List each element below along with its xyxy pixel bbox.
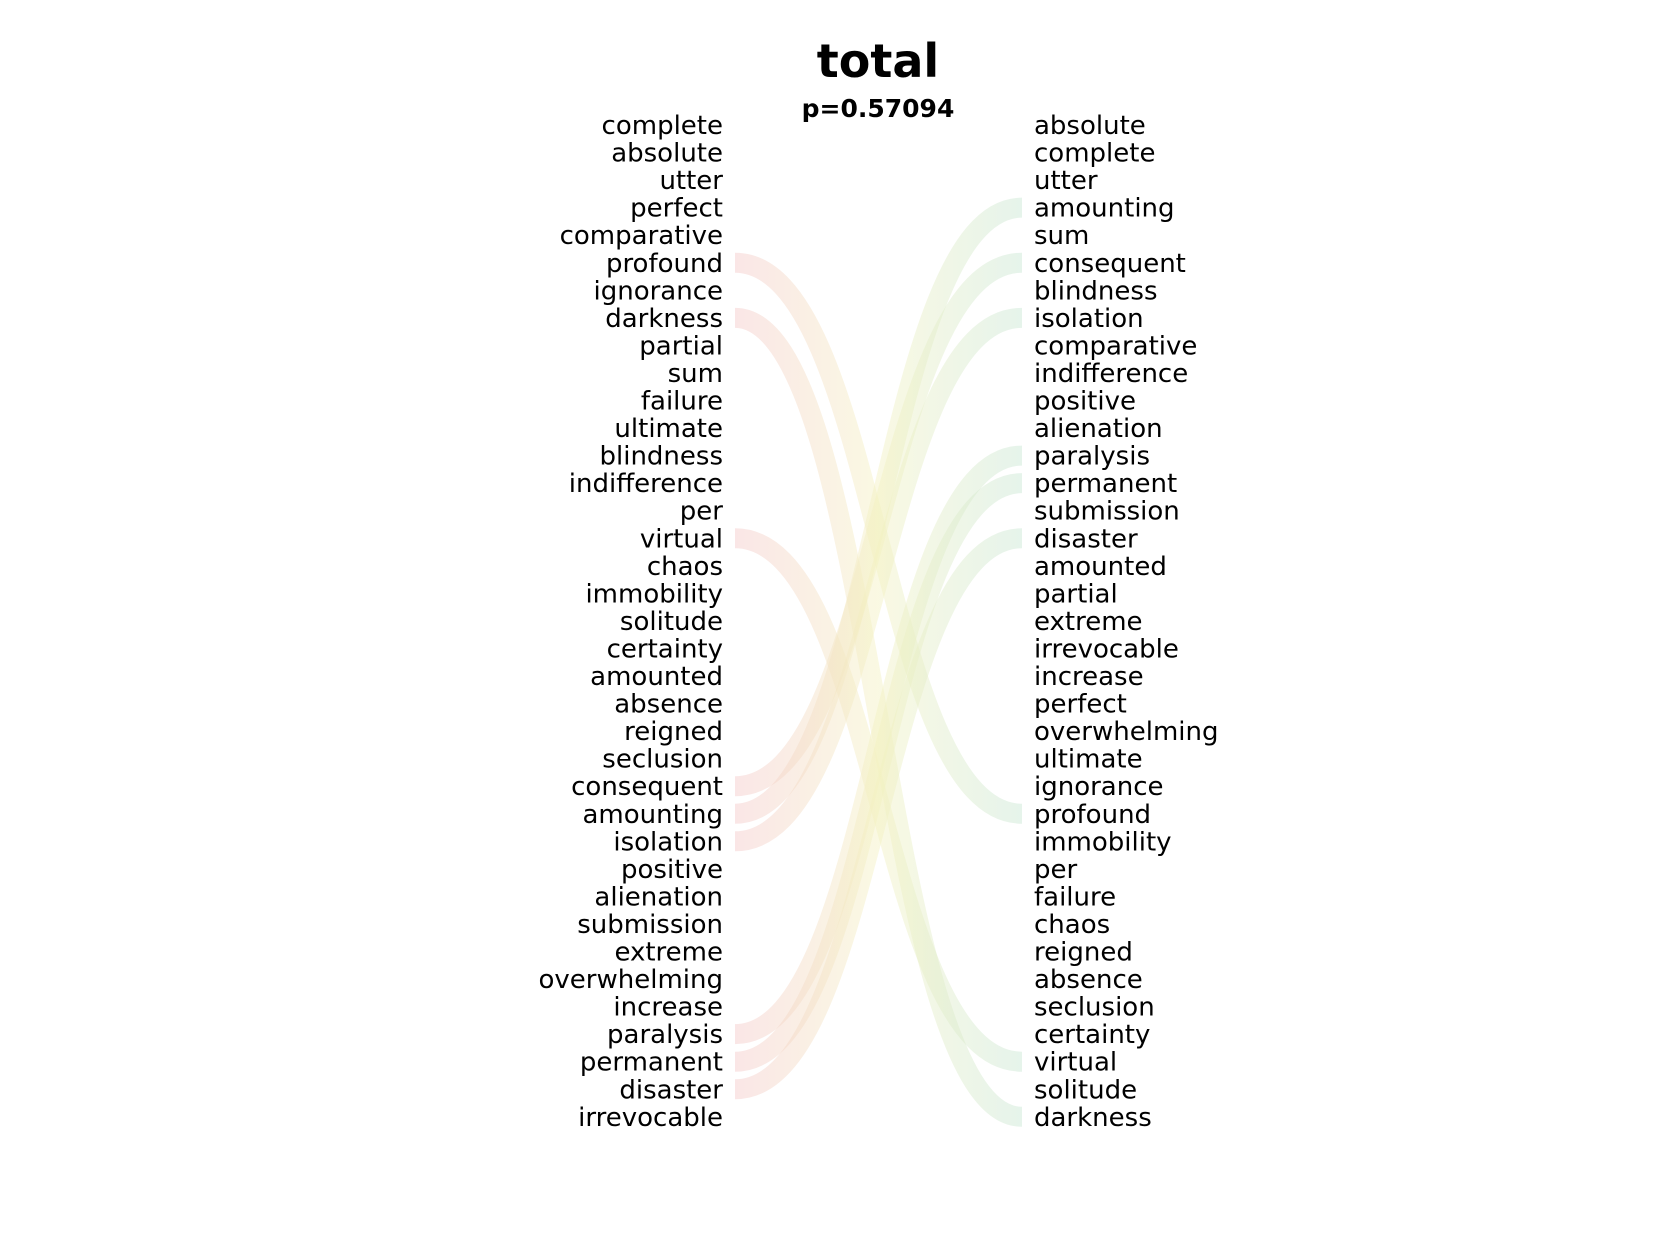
left-word-utter: utter	[659, 166, 723, 196]
link-amounting	[733, 197, 1024, 824]
left-word-darkness: darkness	[605, 304, 723, 334]
left-word-submission: submission	[577, 910, 723, 940]
right-word-blindness: blindness	[1034, 276, 1158, 306]
right-word-absolute: absolute	[1034, 111, 1146, 141]
link-disaster	[734, 528, 1023, 1100]
right-word-indifference: indifference	[1034, 359, 1188, 389]
right-word-failure: failure	[1034, 882, 1116, 912]
right-word-column: absolutecompleteutteramountingsumconsequ…	[1034, 111, 1218, 1133]
left-word-indifference: indifference	[569, 469, 723, 499]
left-word-consequent: consequent	[571, 772, 723, 802]
right-word-disaster: disaster	[1034, 524, 1138, 554]
left-word-solitude: solitude	[620, 607, 723, 637]
left-word-amounting: amounting	[582, 800, 723, 830]
left-word-sum: sum	[668, 359, 723, 389]
right-word-positive: positive	[1034, 387, 1136, 417]
left-word-ignorance: ignorance	[593, 276, 723, 306]
left-word-perfect: perfect	[630, 194, 723, 224]
right-word-utter: utter	[1034, 166, 1098, 196]
right-word-comparative: comparative	[1034, 331, 1197, 361]
right-word-absence: absence	[1034, 965, 1143, 995]
right-word-sum: sum	[1034, 221, 1089, 251]
right-word-darkness: darkness	[1034, 1103, 1152, 1133]
right-word-certainty: certainty	[1034, 1020, 1150, 1050]
left-word-reigned: reigned	[624, 717, 723, 747]
right-word-submission: submission	[1034, 497, 1180, 527]
right-word-ultimate: ultimate	[1034, 745, 1143, 775]
left-word-disaster: disaster	[619, 1075, 723, 1105]
right-word-seclusion: seclusion	[1034, 993, 1155, 1023]
left-word-profound: profound	[606, 249, 723, 279]
right-word-consequent: consequent	[1034, 249, 1186, 279]
left-word-failure: failure	[641, 387, 723, 417]
left-word-comparative: comparative	[560, 221, 723, 251]
right-word-increase: increase	[1034, 662, 1144, 692]
rank-links	[733, 197, 1024, 1127]
right-word-extreme: extreme	[1034, 607, 1143, 637]
left-word-column: completeabsoluteutterperfectcomparativep…	[539, 111, 724, 1133]
right-word-alienation: alienation	[1034, 414, 1163, 444]
left-word-positive: positive	[621, 855, 723, 885]
right-word-amounting: amounting	[1034, 194, 1175, 224]
left-word-overwhelming: overwhelming	[539, 965, 723, 995]
right-word-amounted: amounted	[1034, 552, 1167, 582]
left-word-irrevocable: irrevocable	[578, 1103, 723, 1133]
left-word-isolation: isolation	[613, 827, 723, 857]
link-isolation	[734, 307, 1023, 852]
left-word-per: per	[680, 497, 724, 527]
right-word-isolation: isolation	[1034, 304, 1144, 334]
right-word-immobility: immobility	[1034, 827, 1172, 857]
left-word-amounted: amounted	[590, 662, 723, 692]
left-word-alienation: alienation	[594, 882, 723, 912]
diagram-title: total	[817, 34, 939, 88]
left-word-complete: complete	[602, 111, 723, 141]
right-word-ignorance: ignorance	[1034, 772, 1164, 802]
left-word-certainty: certainty	[607, 634, 723, 664]
right-word-overwhelming: overwhelming	[1034, 717, 1218, 747]
diagram-subtitle: p=0.57094	[802, 94, 955, 123]
left-word-seclusion: seclusion	[602, 745, 723, 775]
right-word-partial: partial	[1034, 579, 1118, 609]
right-word-chaos: chaos	[1034, 910, 1110, 940]
left-word-permanent: permanent	[580, 1048, 723, 1078]
left-word-increase: increase	[613, 993, 723, 1023]
right-word-permanent: permanent	[1034, 469, 1177, 499]
left-word-paralysis: paralysis	[607, 1020, 723, 1050]
right-word-virtual: virtual	[1034, 1048, 1117, 1078]
right-word-perfect: perfect	[1034, 690, 1127, 720]
left-word-chaos: chaos	[647, 552, 723, 582]
right-word-solitude: solitude	[1034, 1075, 1137, 1105]
left-word-virtual: virtual	[640, 524, 723, 554]
left-word-absence: absence	[614, 690, 723, 720]
left-word-partial: partial	[639, 331, 723, 361]
left-word-immobility: immobility	[585, 579, 723, 609]
left-word-extreme: extreme	[614, 938, 723, 968]
left-word-blindness: blindness	[600, 442, 724, 472]
link-permanent	[734, 473, 1023, 1072]
left-word-ultimate: ultimate	[614, 414, 723, 444]
right-word-per: per	[1034, 855, 1078, 885]
right-word-paralysis: paralysis	[1034, 442, 1150, 472]
right-word-reigned: reigned	[1034, 938, 1133, 968]
left-word-absolute: absolute	[611, 139, 723, 169]
right-word-complete: complete	[1034, 139, 1155, 169]
right-word-profound: profound	[1034, 800, 1151, 830]
right-word-irrevocable: irrevocable	[1034, 634, 1179, 664]
